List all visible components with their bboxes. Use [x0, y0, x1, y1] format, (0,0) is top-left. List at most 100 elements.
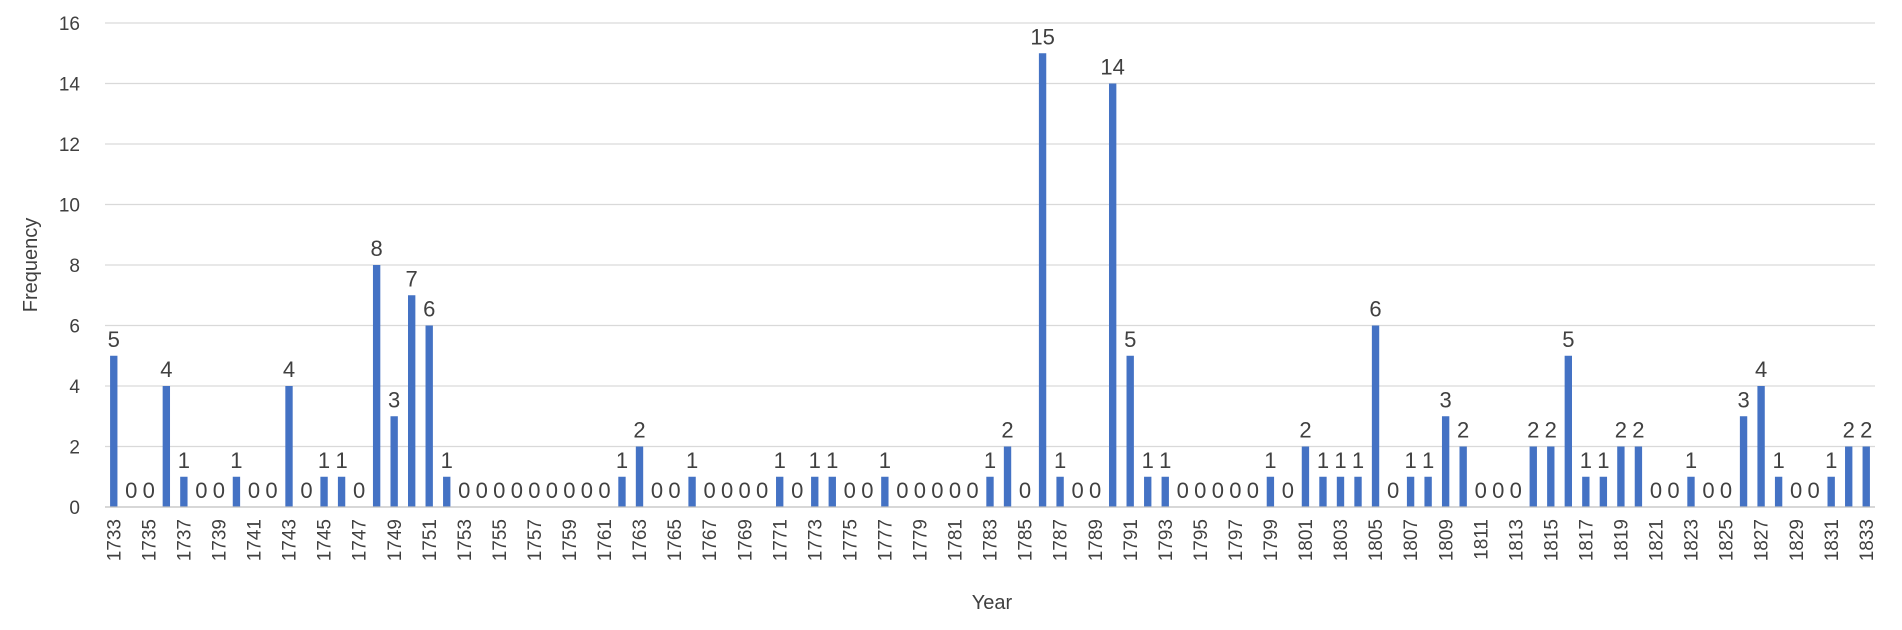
x-tick-label: 1777: [876, 519, 897, 561]
bar: [1038, 53, 1047, 507]
x-tick-label: 1789: [1086, 519, 1107, 561]
bar: [1354, 476, 1362, 507]
data-label: 14: [1100, 55, 1124, 80]
data-label: 0: [1808, 478, 1820, 503]
x-tick-label: 1743: [280, 519, 301, 561]
bar: [110, 355, 118, 507]
x-tick-label: 1815: [1541, 519, 1562, 561]
x-tick-label: 1787: [1051, 519, 1072, 561]
x-tick-label: 1795: [1191, 519, 1212, 561]
gridlines: [105, 22, 1875, 448]
data-label: 0: [598, 478, 610, 503]
bar: [180, 476, 188, 507]
data-label: 1: [1404, 448, 1416, 473]
data-label: 0: [1089, 478, 1101, 503]
x-tick-label: 1759: [560, 519, 581, 561]
x-tick-label: 1755: [490, 519, 511, 561]
data-label: 0: [949, 478, 961, 503]
data-label: 0: [721, 478, 733, 503]
data-label: 0: [511, 478, 523, 503]
bar: [1301, 446, 1310, 507]
y-tick-label: 8: [69, 256, 80, 277]
bar: [1529, 446, 1537, 507]
bar: [1319, 476, 1327, 507]
data-label: 4: [1755, 357, 1767, 382]
x-tick-label: 1813: [1506, 519, 1527, 561]
data-label: 2: [1843, 418, 1855, 443]
bar: [776, 476, 784, 507]
data-label: 0: [914, 478, 926, 503]
data-label: 0: [213, 478, 225, 503]
data-label: 2: [1457, 418, 1469, 443]
data-label: 0: [1475, 478, 1487, 503]
bar: [285, 386, 293, 507]
bar: [1441, 416, 1450, 507]
data-label: 0: [931, 478, 943, 503]
data-label: 7: [406, 266, 418, 291]
bar: [1547, 446, 1555, 507]
bar: [1827, 476, 1835, 507]
bar: [881, 476, 889, 507]
data-label: 1: [686, 448, 698, 473]
x-tick-label: 1797: [1226, 519, 1247, 561]
data-label: 3: [1737, 387, 1749, 412]
y-axis-title: Frequency: [20, 218, 42, 313]
bar: [425, 325, 433, 507]
x-tick-label: 1761: [595, 519, 616, 561]
data-label: 0: [1194, 478, 1206, 503]
y-axis-ticks: 0 2 4 6 8 10 12 14 16: [59, 14, 81, 519]
bar: [1108, 83, 1117, 507]
data-label: 1: [879, 448, 891, 473]
data-label: 1: [1772, 448, 1784, 473]
x-tick-label: 1833: [1857, 519, 1878, 561]
data-label: 1: [1825, 448, 1837, 473]
data-label: 8: [371, 236, 383, 261]
x-tick-label: 1765: [665, 519, 686, 561]
bar: [635, 446, 644, 507]
x-tick-label: 1745: [315, 519, 336, 561]
bar: [1617, 446, 1625, 507]
x-tick-label: 1817: [1576, 519, 1597, 561]
x-tick-label: 1809: [1436, 519, 1457, 561]
bar: [1459, 446, 1467, 507]
data-label: 1: [178, 448, 190, 473]
data-label: 3: [1440, 387, 1452, 412]
data-label: 5: [108, 327, 120, 352]
data-label: 1: [809, 448, 821, 473]
y-tick-label: 2: [69, 438, 80, 459]
data-label: 2: [1545, 418, 1557, 443]
x-tick-label: 1749: [385, 519, 406, 561]
x-tick-label: 1793: [1156, 519, 1177, 561]
x-tick-label: 1757: [525, 519, 546, 561]
x-tick-label: 1807: [1401, 519, 1422, 561]
data-label: 0: [1247, 478, 1259, 503]
data-label: 1: [441, 448, 453, 473]
bar: [1634, 446, 1643, 507]
data-label: 0: [143, 478, 155, 503]
data-label: 0: [651, 478, 663, 503]
data-label: 0: [353, 478, 365, 503]
data-label: 6: [1369, 297, 1381, 322]
y-tick-label: 6: [69, 317, 80, 338]
data-label: 0: [703, 478, 715, 503]
y-tick-label: 16: [59, 14, 80, 35]
x-tick-label: 1831: [1822, 519, 1843, 561]
data-label: 0: [966, 478, 978, 503]
bar: [372, 265, 381, 507]
bar: [337, 476, 346, 507]
data-label: 5: [1562, 327, 1574, 352]
x-tick-label: 1821: [1647, 519, 1668, 561]
data-label: 1: [230, 448, 242, 473]
data-label: 1: [826, 448, 838, 473]
bar: [1266, 476, 1275, 507]
data-label: 1: [1685, 448, 1697, 473]
data-label: 1: [1317, 448, 1329, 473]
y-tick-label: 10: [59, 196, 80, 217]
x-tick-label: 1773: [805, 519, 826, 561]
data-label: 1: [1334, 448, 1346, 473]
bar: [828, 476, 836, 507]
x-axis-title: Year: [972, 592, 1013, 614]
data-label: 0: [528, 478, 540, 503]
data-label: 1: [1580, 448, 1592, 473]
